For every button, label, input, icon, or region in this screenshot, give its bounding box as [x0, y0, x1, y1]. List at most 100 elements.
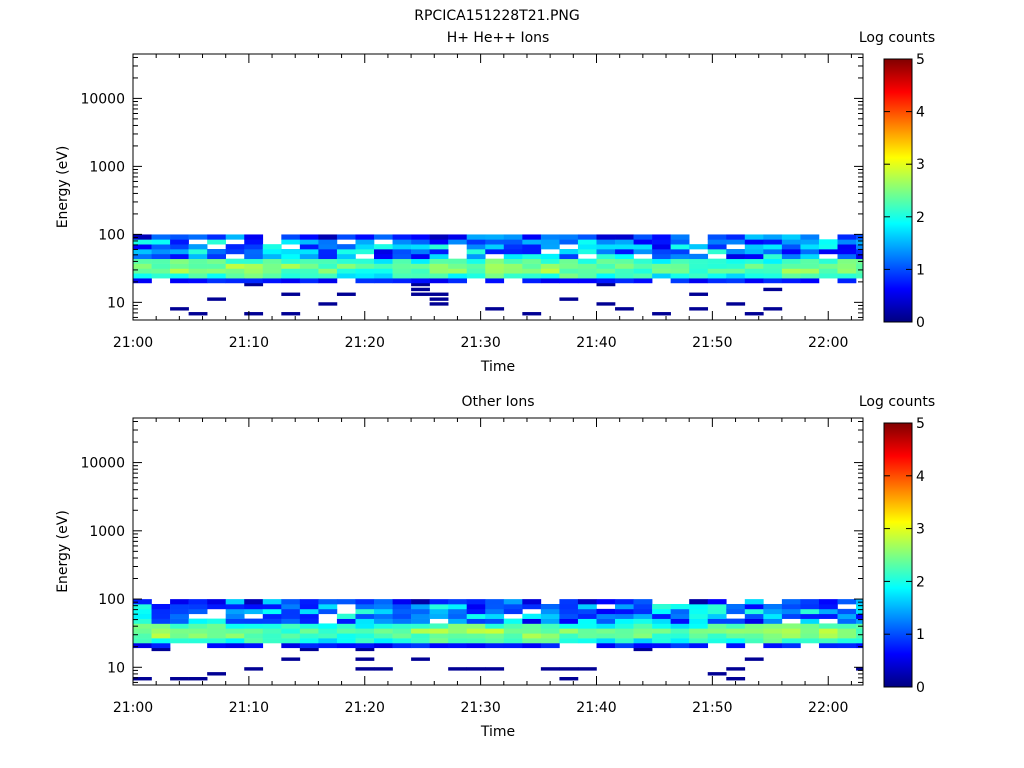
heatmap-cell: [281, 623, 301, 629]
heatmap-cell: [392, 623, 412, 629]
heatmap-cell: [170, 278, 189, 284]
heatmap-cell: [615, 278, 634, 284]
heatmap-cell: [800, 603, 820, 610]
heatmap-cell: [170, 273, 189, 279]
heatmap-cell: [689, 618, 709, 624]
heatmap-cell: [336, 268, 356, 274]
heatmap-cell: [170, 618, 189, 624]
heatmap-cell: [670, 613, 690, 619]
heatmap-cell: [429, 603, 449, 610]
heatmap-cell: [225, 273, 245, 279]
heatmap-cell: [411, 613, 430, 619]
heatmap-cell: [411, 249, 430, 255]
heatmap-cell: [429, 623, 449, 629]
heatmap-cell: [670, 278, 690, 284]
heatmap-cell: [856, 244, 864, 250]
heatmap-cell: [411, 642, 430, 649]
heatmap-cell: [392, 253, 412, 260]
heatmap-cell: [577, 638, 597, 644]
heatmap-cell: [652, 258, 671, 264]
heatmap-cell: [652, 623, 671, 629]
heatmap-cell: [652, 608, 671, 615]
heatmap-cell: [818, 244, 838, 250]
heatmap-cell: [133, 263, 152, 269]
heatmap-cell: [577, 263, 597, 269]
colorbar-label: Log counts: [859, 30, 935, 46]
heatmap-cell: [429, 263, 449, 269]
heatmap-cell: [188, 258, 208, 264]
heatmap-cell: [689, 258, 709, 264]
heatmap-cell: [336, 244, 356, 250]
x-tick-label: 22:00: [808, 335, 848, 351]
heatmap-cell: [670, 234, 690, 240]
heatmap-cell: [318, 628, 338, 634]
heatmap-cell: [188, 268, 208, 274]
heatmap-cell: [299, 273, 319, 279]
heatmap-cell: [837, 642, 857, 649]
heatmap-cell: [374, 278, 393, 284]
heatmap-cell: [689, 628, 709, 634]
heatmap-cell: [689, 642, 709, 649]
heatmap-cell: [133, 633, 152, 639]
heatmap-cell: [281, 633, 301, 639]
heatmap-cell: [837, 239, 857, 245]
heatmap-cell: [281, 613, 301, 619]
heatmap-cell: [466, 244, 486, 250]
heatmap-cell: [170, 638, 189, 644]
heatmap-cell: [374, 273, 393, 279]
heatmap-cell: [244, 623, 264, 629]
heatmap-cell: [856, 667, 864, 671]
heatmap-cell: [466, 608, 486, 615]
heatmap-cell: [244, 258, 264, 264]
heatmap-cell: [800, 633, 820, 639]
heatmap-cell: [411, 244, 430, 250]
heatmap-cell: [133, 603, 152, 610]
heatmap-cell: [225, 263, 245, 269]
heatmap-cell: [281, 253, 301, 260]
heatmap-cell: [540, 608, 560, 615]
heatmap-cell: [763, 613, 783, 619]
heatmap-cell: [800, 623, 820, 629]
heatmap-cell: [744, 278, 764, 284]
heatmap-cell: [336, 613, 356, 619]
heatmap-cell: [522, 249, 542, 255]
heatmap-cell: [652, 273, 671, 279]
heatmap-cell: [596, 268, 616, 274]
heatmap-cell: [448, 633, 468, 639]
heatmap-cell: [244, 268, 264, 274]
heatmap-cell: [170, 234, 189, 240]
heatmap-cell: [744, 273, 764, 279]
y-tick-label: 1000: [89, 524, 125, 540]
heatmap-cell: [615, 642, 634, 649]
heatmap-cell: [559, 297, 579, 301]
heatmap-cell: [170, 268, 189, 274]
colorbar-tick-label: 5: [916, 52, 925, 68]
heatmap-cell: [374, 608, 393, 615]
heatmap-cell: [744, 244, 764, 250]
heatmap-cell: [355, 613, 375, 619]
heatmap-cell: [133, 244, 152, 250]
heatmap-cell: [707, 623, 727, 629]
heatmap-cell: [503, 268, 523, 274]
heatmap-cell: [244, 667, 264, 671]
heatmap-cell: [652, 239, 671, 245]
heatmap-cell: [281, 603, 301, 610]
heatmap-cell: [670, 249, 690, 255]
heatmap-cell: [596, 642, 616, 649]
heatmap-cell: [207, 263, 226, 269]
heatmap-cell: [336, 599, 356, 605]
heatmap-cell: [856, 239, 864, 245]
heatmap-cell: [411, 263, 430, 269]
heatmap-cell: [763, 608, 783, 615]
heatmap-cell: [837, 633, 857, 639]
x-tick-label: 21:20: [345, 335, 385, 351]
heatmap-cell: [448, 618, 468, 624]
heatmap-cell: [763, 618, 783, 624]
heatmap-cell: [485, 599, 505, 605]
heatmap-cell: [503, 244, 523, 250]
heatmap-cell: [355, 258, 375, 264]
heatmap-cell: [707, 273, 727, 279]
heatmap-cell: [485, 249, 505, 255]
heatmap-cell: [781, 263, 801, 269]
